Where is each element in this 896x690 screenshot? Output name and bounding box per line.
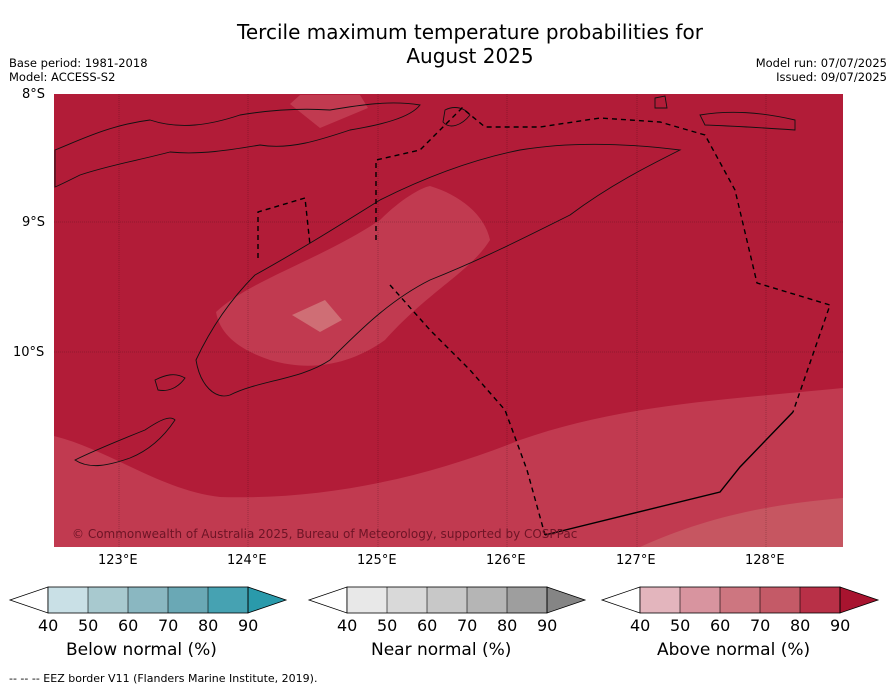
alor-coast — [442, 107, 471, 127]
copyright-note: © Commonwealth of Australia 2025, Bureau… — [72, 527, 578, 541]
map-zone-timor — [216, 186, 490, 366]
cb-below-tick-50: 50 — [78, 616, 99, 635]
cb-above-high-arrow — [839, 586, 880, 614]
cb-below-high-arrow — [247, 586, 288, 614]
eez-footer-note: -- -- -- EEZ border V11 (Flanders Marine… — [9, 672, 318, 685]
gridlines — [54, 94, 843, 547]
cb-above-tick-50: 50 — [670, 616, 691, 635]
cb-above-tick-40: 40 — [630, 616, 651, 635]
cb-below-bin-3 — [128, 587, 168, 613]
coastlines — [54, 95, 796, 467]
lon-tick-123e: 123°E — [98, 553, 138, 568]
model-run: Model run: 07/07/2025 — [755, 56, 887, 70]
cb-above-tick-60: 60 — [710, 616, 731, 635]
base-period: Base period: 1981-2018 — [9, 56, 148, 70]
title-line-2: August 2025 — [406, 44, 534, 68]
cb-near-tick-80: 80 — [497, 616, 518, 635]
cb-near-tick-60: 60 — [417, 616, 438, 635]
cb-above-low-arrow — [600, 586, 641, 614]
cb-below-tick-90: 90 — [238, 616, 259, 635]
lat-tick-10s: 10°S — [13, 345, 45, 360]
title-line-1: Tercile maximum temperature probabilitie… — [237, 20, 703, 44]
cb-above-bin-2 — [680, 587, 720, 613]
cb-near-bin-5 — [507, 587, 547, 613]
cb-near-tick-50: 50 — [377, 616, 398, 635]
cb-below-bin-2 — [88, 587, 128, 613]
semau-coast — [154, 374, 186, 391]
near-normal-label: Near normal (%) — [371, 640, 512, 660]
colorbar-near — [307, 586, 587, 614]
cb-near-low-arrow — [307, 586, 348, 614]
cb-near-tick-90: 90 — [537, 616, 558, 635]
cb-below-tick-80: 80 — [198, 616, 219, 635]
cb-below-bin-4 — [168, 587, 208, 613]
cb-below-bin-1 — [48, 587, 88, 613]
colorbar-below — [8, 586, 288, 614]
map-zone-southeast — [640, 498, 843, 547]
model-name: Model: ACCESS-S2 — [9, 70, 116, 84]
cb-near-tick-70: 70 — [457, 616, 478, 635]
cb-below-tick-40: 40 — [38, 616, 59, 635]
cb-near-bin-1 — [347, 587, 387, 613]
rote-coast — [74, 417, 176, 467]
issued-date: Issued: 09/07/2025 — [776, 70, 887, 84]
lat-tick-9s: 9°S — [22, 215, 46, 230]
cb-near-bin-3 — [427, 587, 467, 613]
islet-coast — [654, 95, 668, 109]
below-normal-label: Below normal (%) — [66, 640, 217, 660]
lon-tick-127e: 127°E — [616, 553, 656, 568]
flores-coast — [54, 102, 421, 188]
lon-tick-126e: 126°E — [486, 553, 526, 568]
cb-above-bin-5 — [800, 587, 840, 613]
cb-above-bin-4 — [760, 587, 800, 613]
timor-coast — [195, 143, 682, 397]
lon-tick-128e: 128°E — [745, 553, 785, 568]
cb-below-bin-5 — [208, 587, 248, 613]
map-zone-north — [290, 95, 368, 128]
cb-above-tick-70: 70 — [750, 616, 771, 635]
meta-right: Model run: 07/07/2025 Issued: 09/07/2025 — [756, 56, 887, 84]
colorbar-above — [600, 586, 880, 614]
map-zone-south — [54, 388, 843, 547]
wetar-coast — [699, 111, 796, 131]
cb-below-low-arrow — [8, 586, 49, 614]
eez-border — [257, 107, 831, 536]
cb-near-tick-40: 40 — [337, 616, 358, 635]
colorbar-dividers — [87, 587, 801, 613]
lon-tick-125e: 125°E — [357, 553, 397, 568]
cb-above-tick-90: 90 — [830, 616, 851, 635]
cb-near-bin-2 — [387, 587, 427, 613]
map-zone-center — [292, 300, 342, 332]
cb-above-bin-1 — [640, 587, 680, 613]
cb-near-high-arrow — [546, 586, 587, 614]
meta-left: Base period: 1981-2018 Model: ACCESS-S2 — [9, 56, 148, 84]
cb-below-tick-60: 60 — [118, 616, 139, 635]
cb-near-bin-4 — [467, 587, 507, 613]
cb-above-bin-3 — [720, 587, 760, 613]
cb-below-tick-70: 70 — [158, 616, 179, 635]
map-title: Tercile maximum temperature probabilitie… — [170, 20, 770, 68]
above-normal-label: Above normal (%) — [657, 640, 811, 660]
lon-tick-124e: 124°E — [227, 553, 267, 568]
cb-above-tick-80: 80 — [790, 616, 811, 635]
lat-tick-8s: 8°S — [22, 87, 46, 102]
